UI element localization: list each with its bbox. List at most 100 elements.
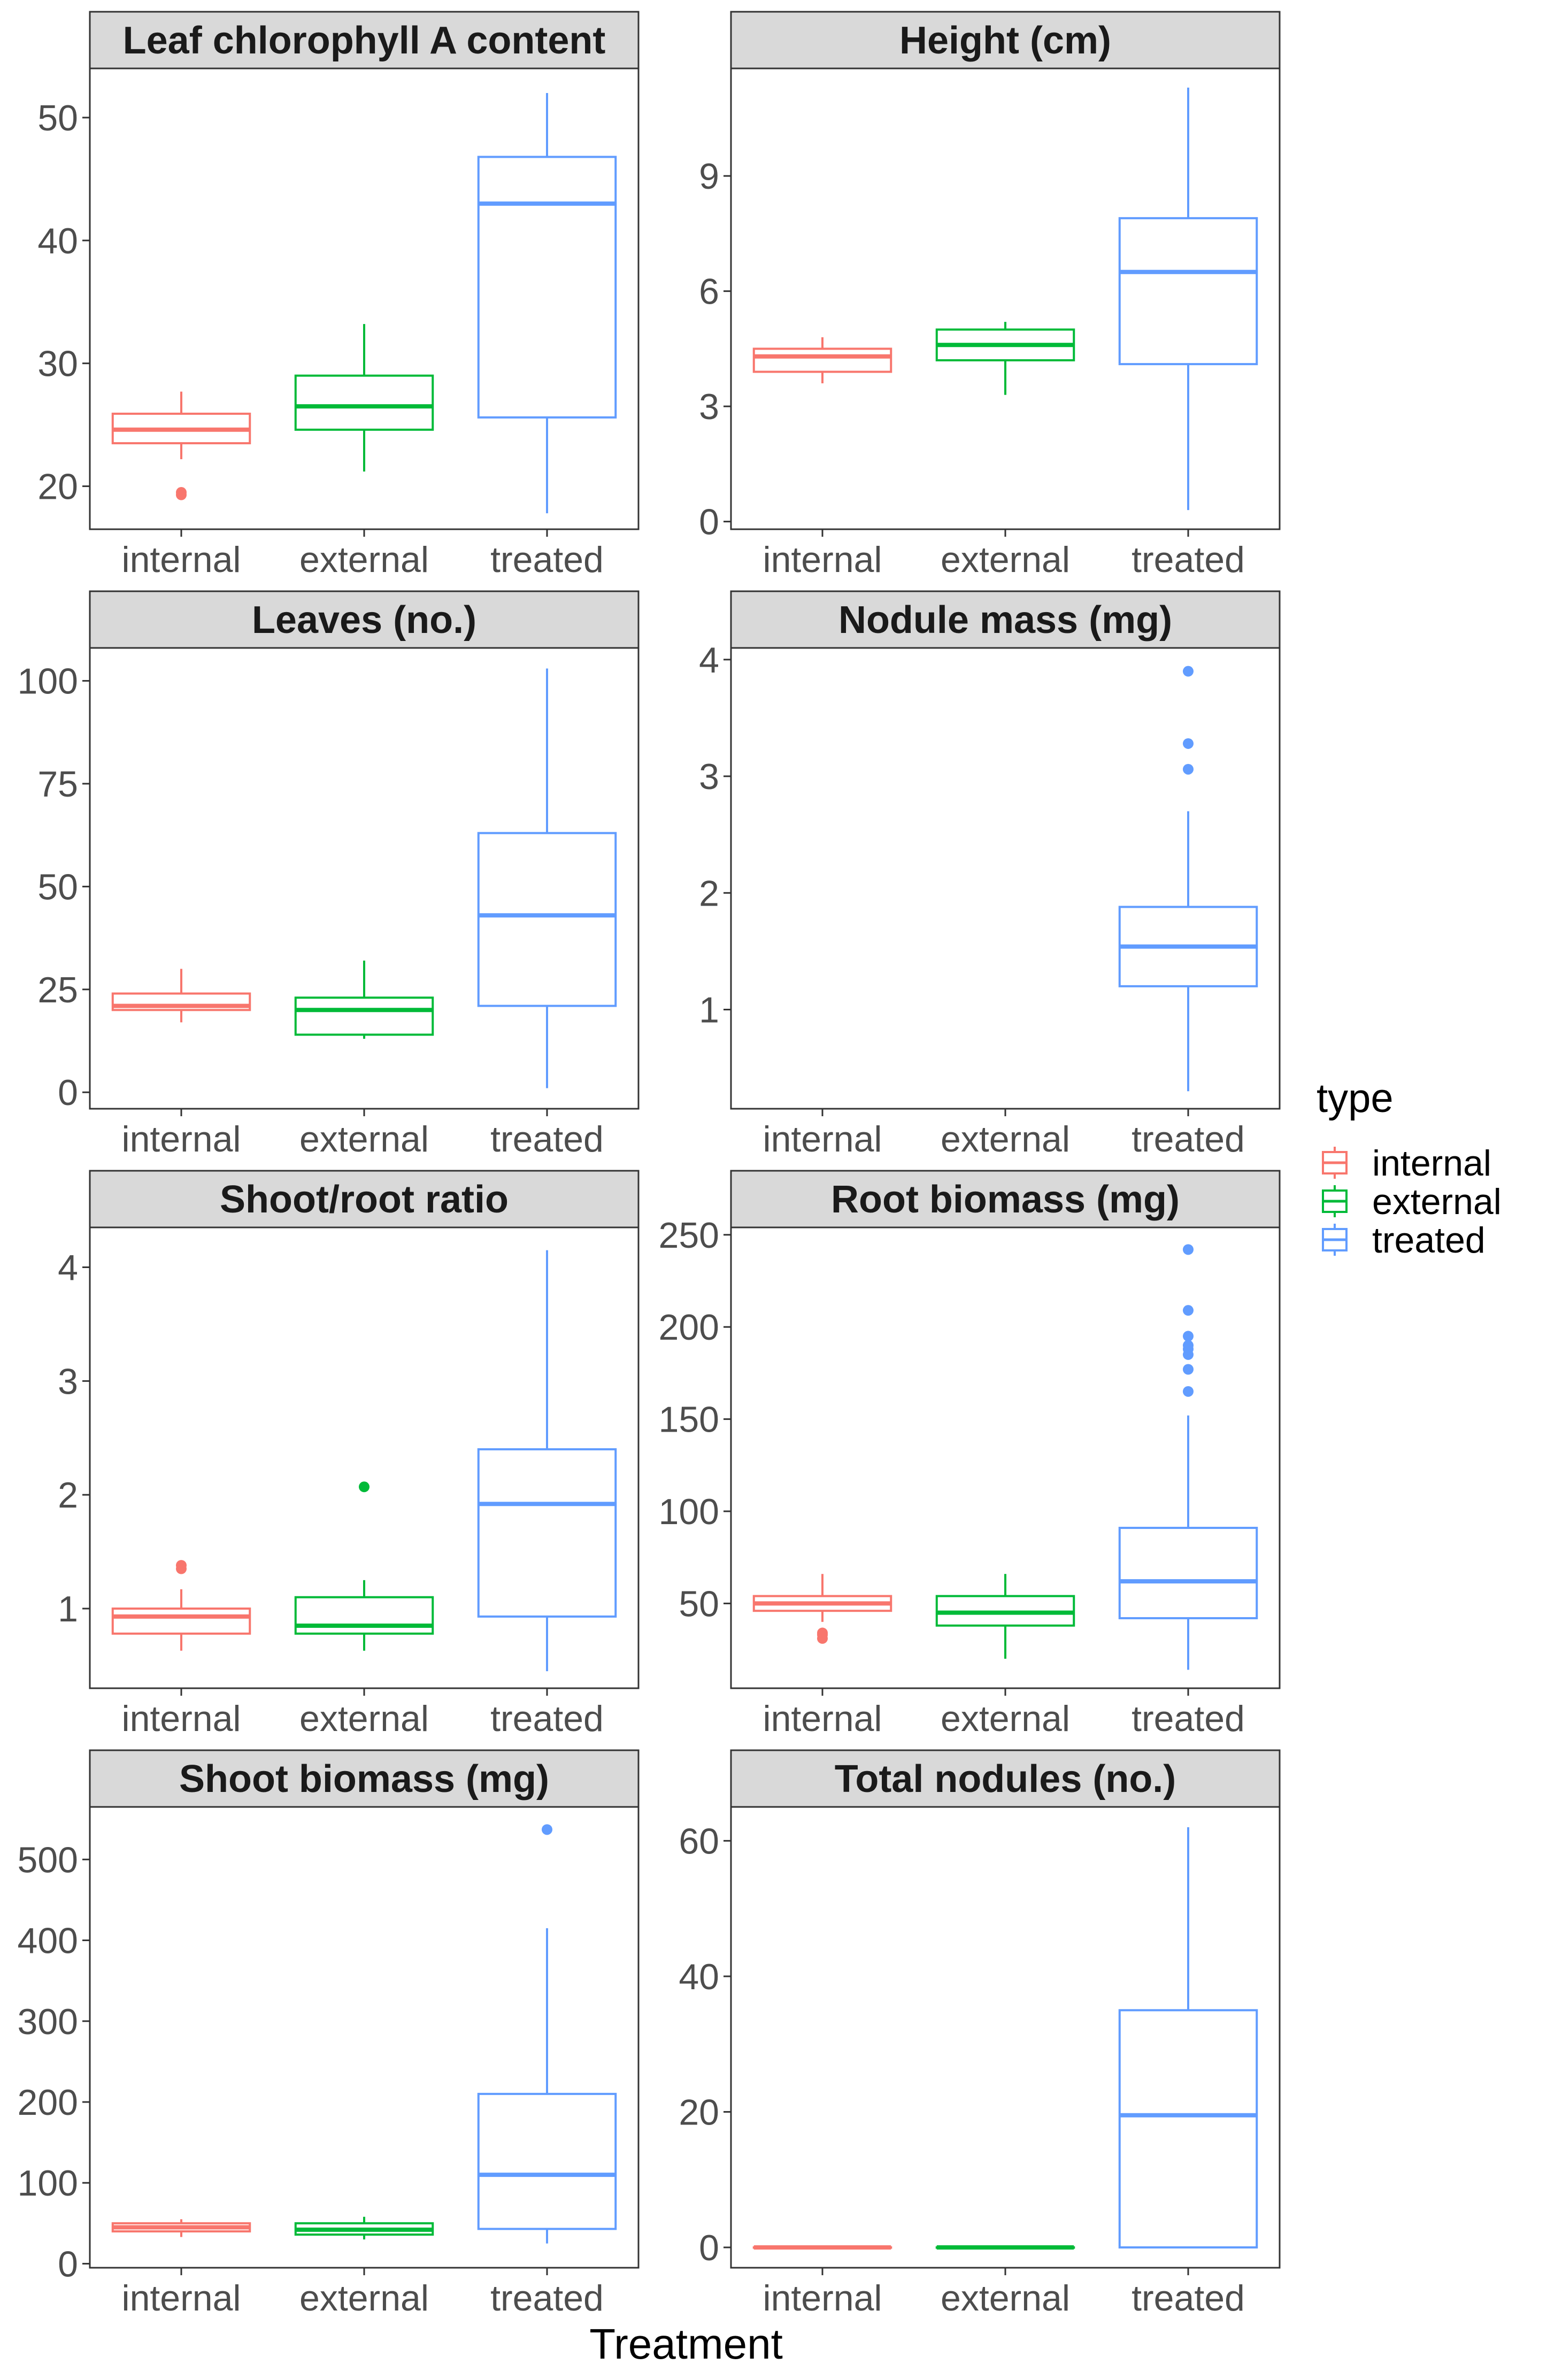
strip-background: [730, 1170, 1281, 1228]
legend-title: type: [1317, 1076, 1394, 1121]
y-tick-label: 25: [37, 970, 78, 1010]
x-tick-label: treated: [1132, 1698, 1245, 1739]
box-iqr: [1118, 217, 1258, 366]
panel-border: [89, 1806, 640, 2269]
box-iqr: [477, 832, 617, 1007]
y-tick-label: 0: [58, 1072, 78, 1113]
strip-background: [730, 1749, 1281, 1808]
strip-label: Root biomass (mg): [831, 1178, 1180, 1221]
panel-border: [89, 647, 640, 1110]
box-internal: [111, 2219, 251, 2237]
y-tick-label: 100: [659, 1492, 719, 1532]
facet-shoot-biomass-mg: Shoot biomass (mg) 0 100 200 300 400 500 intern…: [18, 1749, 640, 2319]
box-iqr: [294, 996, 434, 1036]
x-tick-label: external: [299, 1698, 429, 1739]
outlier-point: [176, 487, 187, 498]
x-tick-label: external: [941, 539, 1070, 580]
strip-label: Shoot/root ratio: [220, 1178, 509, 1221]
x-tick-label: internal: [121, 539, 241, 580]
box-iqr: [1118, 2009, 1258, 2248]
box-treated: [477, 1824, 617, 2244]
outlier-point: [1183, 1364, 1194, 1375]
facet-total-nodules-no: Total nodules (no.) 0 20 40 60 internal extern…: [679, 1749, 1281, 2319]
strip-label: Total nodules (no.): [835, 1758, 1176, 1801]
y-tick-label: 2: [699, 873, 719, 914]
box-external: [294, 324, 434, 472]
box-internal: [111, 969, 251, 1023]
y-tick-label: 4: [58, 1247, 78, 1288]
legend-label: internal: [1372, 1143, 1491, 1184]
facet-leaves-no: Leaves (no.) 0 25 50 75 100 internal external tr…: [18, 590, 640, 1160]
box-iqr: [477, 2092, 617, 2230]
legend-item-external: external: [1322, 1181, 1502, 1222]
box-external: [935, 322, 1075, 395]
strip-label: Nodule mass (mg): [838, 599, 1172, 642]
strip-label: Leaves (no.): [252, 599, 476, 642]
strip-background: [89, 11, 640, 69]
x-tick-label: internal: [763, 539, 882, 580]
y-tick-label: 200: [18, 2082, 78, 2123]
box-treated: [1118, 87, 1258, 511]
y-tick-label: 50: [37, 98, 78, 138]
legend-label: treated: [1372, 1220, 1486, 1261]
x-tick-label: treated: [1132, 2278, 1245, 2319]
box-treated: [477, 668, 617, 1088]
outlier-point: [1183, 666, 1194, 677]
y-tick-label: 100: [18, 661, 78, 702]
y-tick-label: 60: [679, 1821, 719, 1861]
panel-border: [89, 1226, 640, 1689]
y-tick-label: 1: [58, 1589, 78, 1629]
box-external: [294, 960, 434, 1039]
x-tick-label: external: [299, 2278, 429, 2319]
strip-background: [89, 1749, 640, 1808]
box-iqr: [1118, 1527, 1258, 1619]
y-tick-label: 300: [18, 2002, 78, 2042]
y-tick-label: 3: [58, 1361, 78, 1402]
y-tick-label: 150: [659, 1400, 719, 1440]
y-tick-label: 100: [18, 2163, 78, 2204]
box-internal: [752, 1574, 892, 1644]
outlier-point: [176, 1560, 187, 1571]
x-tick-label: external: [941, 1698, 1070, 1739]
outlier-point: [542, 1824, 552, 1835]
y-tick-label: 1: [699, 990, 719, 1031]
strip-background: [89, 590, 640, 649]
outlier-point: [1183, 1244, 1194, 1255]
x-tick-label: internal: [763, 1698, 882, 1739]
x-tick-label: external: [941, 2278, 1070, 2319]
x-tick-label: internal: [121, 1698, 241, 1739]
y-tick-label: 4: [699, 640, 719, 681]
box-iqr: [294, 1596, 434, 1635]
panel-border: [730, 1806, 1281, 2269]
y-tick-label: 250: [659, 1215, 719, 1256]
y-tick-label: 0: [699, 502, 719, 543]
box-treated: [1118, 1244, 1258, 1670]
box-external: [294, 1481, 434, 1651]
facet-nodule-mass-mg: Nodule mass (mg) 1 2 3 4 internal external trea…: [699, 590, 1281, 1160]
y-tick-label: 50: [37, 867, 78, 907]
legend-item-treated: treated: [1322, 1220, 1486, 1261]
y-tick-label: 6: [699, 272, 719, 312]
y-tick-label: 2: [58, 1475, 78, 1516]
x-tick-label: internal: [763, 1119, 882, 1160]
outlier-point: [1183, 1305, 1194, 1316]
box-external: [935, 1574, 1075, 1659]
outlier-point: [1183, 1331, 1194, 1342]
y-tick-label: 0: [699, 2228, 719, 2268]
y-tick-label: 30: [37, 344, 78, 384]
outlier-point: [1183, 1340, 1194, 1351]
strip-background: [89, 1170, 640, 1228]
x-tick-label: treated: [490, 2278, 604, 2319]
box-internal: [111, 1560, 251, 1651]
outlier-point: [359, 1481, 370, 1493]
x-tick-label: treated: [1132, 1119, 1245, 1160]
x-tick-label: internal: [763, 2278, 882, 2319]
box-iqr: [111, 1608, 251, 1635]
box-internal: [752, 2245, 892, 2250]
panel-border: [89, 67, 640, 530]
facet-panels: Leaf chlorophyll A content20304050intern…: [18, 11, 1281, 2319]
strip-background: [730, 590, 1281, 649]
y-tick-label: 3: [699, 756, 719, 797]
strip-label: Shoot biomass (mg): [179, 1758, 549, 1801]
